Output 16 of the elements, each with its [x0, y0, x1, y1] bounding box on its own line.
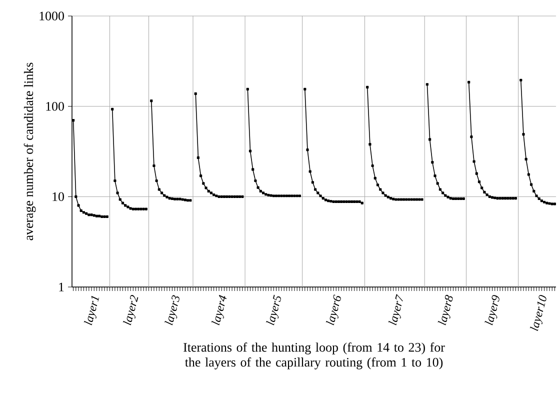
x-tick-label: layer1 [84, 296, 100, 326]
x-tick-label: layer6 [326, 294, 341, 326]
x-tick-label: layer4 [211, 294, 226, 326]
y-tick-label: 10 [52, 192, 64, 202]
x-tick-label: layer9 [484, 295, 500, 326]
x-tick-label: layer2 [122, 294, 138, 326]
y-tick-label: 1000 [40, 12, 64, 20]
x-tick-label: layer5 [266, 294, 281, 326]
x-axis-title: Iterations of the hunting loop (from 14 to 23) for the layers of the capillary routing (from 1 to 10) [184, 342, 445, 370]
x-tick-label: layer7 [388, 294, 403, 326]
x-tick-label: layer10 [530, 294, 546, 332]
y-tick-label: 1 [59, 282, 64, 292]
x-tick-label: layer3 [164, 295, 180, 326]
x-tick-label: layer8 [438, 294, 453, 326]
y-tick-label: 100 [46, 102, 64, 111]
y-axis-title: average number of candidate links [24, 62, 36, 240]
